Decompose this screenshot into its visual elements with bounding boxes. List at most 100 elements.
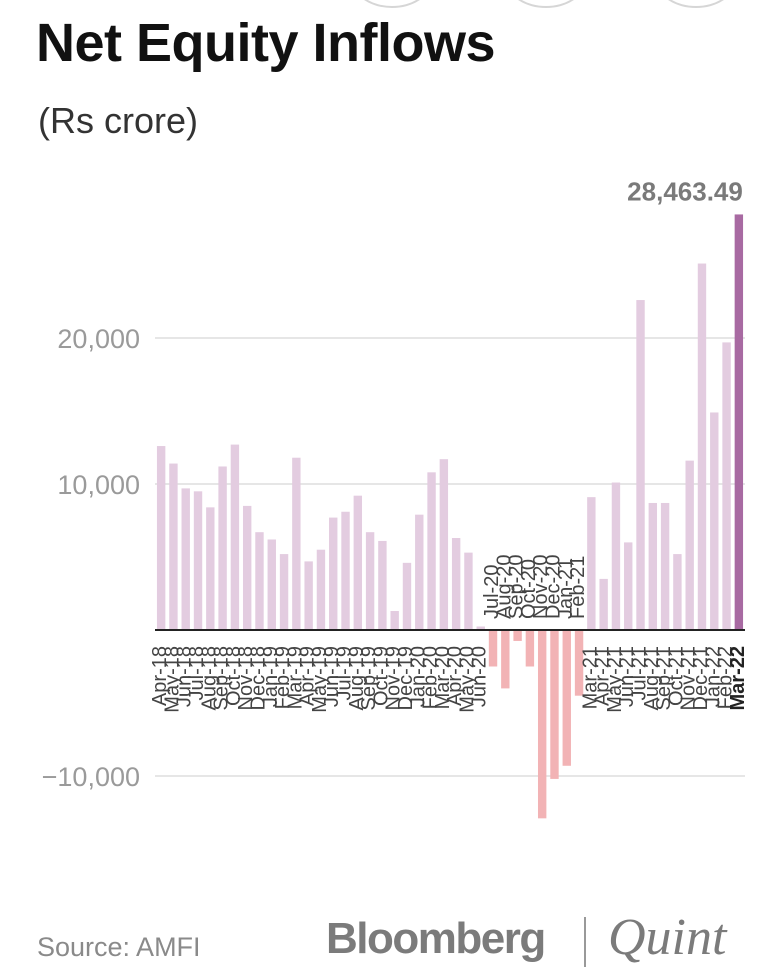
x-tick-label: Nov-20 — [530, 555, 552, 619]
x-tick-label: Jul-20 — [481, 565, 503, 619]
x-tick-label: Aug-21 — [641, 646, 663, 711]
x-tick-label: Sep-18 — [211, 646, 233, 711]
x-tick-label: Dec-20 — [542, 555, 564, 619]
bar — [599, 578, 608, 630]
bar — [341, 511, 350, 630]
chart-subtitle: (Rs crore) — [38, 100, 198, 141]
bar — [427, 472, 436, 630]
bar — [587, 497, 596, 630]
x-tick-label: Jun-19 — [321, 646, 343, 707]
x-tick-label: Nov-18 — [235, 646, 257, 710]
bar — [513, 630, 522, 641]
brand-logo-quint: Quint — [608, 909, 727, 966]
x-tick-label: May-19 — [309, 646, 331, 713]
top-decoration-arc-mid — [508, 0, 584, 8]
bar — [415, 514, 424, 630]
x-tick-label: Dec-18 — [247, 646, 269, 710]
bar — [697, 263, 707, 630]
bar — [156, 446, 166, 630]
x-tick-label: Oct-18 — [223, 646, 245, 706]
x-tick-label: Aug-19 — [346, 646, 368, 711]
y-tick-label: 10,000 — [57, 470, 140, 500]
x-tick-label: Mar-19 — [284, 646, 306, 709]
x-tick-label: Apr-20 — [444, 646, 466, 706]
bar — [218, 466, 227, 630]
x-tick-label: Feb-19 — [272, 646, 294, 709]
bar — [365, 532, 375, 630]
bar — [255, 532, 264, 630]
top-decoration-arc-right — [658, 0, 734, 8]
x-tick-label: Nov-21 — [678, 646, 700, 710]
bar — [316, 549, 326, 630]
x-tick-label: Jun-21 — [616, 646, 638, 707]
brand-logo-bloomberg: Bloomberg — [326, 914, 546, 963]
chart-title: Net Equity Inflows — [36, 13, 496, 73]
x-tick-label: Sep-19 — [358, 646, 380, 711]
bar — [660, 502, 670, 630]
x-tick-label: Mar-22 — [727, 646, 749, 710]
bar — [292, 457, 301, 630]
bar — [636, 300, 645, 630]
x-tick-label: Aug-20 — [493, 555, 515, 620]
bar — [501, 630, 510, 689]
bar — [169, 463, 178, 630]
bar — [206, 507, 215, 630]
highlight-value-label: 28,463.49 — [627, 176, 743, 206]
bar — [550, 630, 559, 779]
x-tick-label: Feb-21 — [567, 556, 589, 619]
bar — [181, 488, 190, 630]
bar — [624, 542, 633, 630]
source-note: Source: AMFI — [37, 932, 201, 962]
bar — [451, 538, 461, 630]
x-tick-label: Feb-20 — [420, 646, 442, 709]
x-tick-label: May-21 — [604, 646, 626, 713]
x-tick-label: Feb-22 — [715, 646, 737, 709]
y-tick-label: 20,000 — [57, 324, 140, 354]
bar — [562, 630, 571, 766]
bar — [722, 342, 731, 630]
x-tick-label: Oct-19 — [370, 646, 392, 706]
x-tick-label: Mar-20 — [432, 646, 454, 709]
x-tick-label: Jun-20 — [469, 646, 491, 707]
bar — [611, 482, 621, 630]
x-tick-label: Apr-18 — [149, 646, 171, 706]
x-tick-label: Jun-18 — [174, 646, 196, 707]
x-tick-label: Jul-18 — [186, 646, 208, 700]
bar — [279, 554, 289, 630]
x-tick-label: Jan-20 — [407, 646, 429, 707]
x-tick-label: Dec-19 — [395, 646, 417, 710]
top-decoration-arc-left — [354, 0, 430, 8]
x-tick-label: Jan-21 — [555, 558, 577, 619]
bar — [488, 630, 498, 667]
x-tick-label: May-20 — [456, 646, 478, 713]
x-tick-label: Jul-19 — [334, 646, 356, 700]
bar — [734, 214, 744, 630]
bar — [378, 540, 387, 630]
x-tick-label: Aug-18 — [198, 646, 220, 711]
bar — [230, 444, 240, 630]
bar — [402, 562, 412, 630]
bar — [267, 539, 276, 630]
bar — [537, 630, 547, 819]
brand-divider — [584, 917, 586, 967]
y-tick-label: −10,000 — [42, 762, 140, 792]
x-tick-label: Oct-21 — [665, 646, 687, 706]
x-tick-label: Apr-19 — [297, 646, 319, 706]
bar — [464, 552, 473, 630]
bar — [193, 491, 203, 630]
bar — [304, 561, 313, 630]
bar-chart: −10,00010,00020,000Apr-18May-18Jun-18Jul… — [42, 176, 749, 819]
x-tick-label: Jan-22 — [702, 646, 724, 707]
bar — [685, 460, 694, 630]
x-tick-label: Nov-19 — [383, 646, 405, 710]
bar — [390, 611, 399, 630]
bar — [476, 626, 485, 630]
bar — [574, 630, 584, 696]
bar — [673, 554, 682, 630]
x-tick-label: May-18 — [161, 646, 183, 713]
x-tick-label: Mar-21 — [579, 646, 601, 709]
bar — [329, 517, 338, 630]
bar — [353, 495, 363, 630]
x-tick-label: Sep-20 — [506, 555, 528, 620]
bar — [525, 630, 535, 667]
